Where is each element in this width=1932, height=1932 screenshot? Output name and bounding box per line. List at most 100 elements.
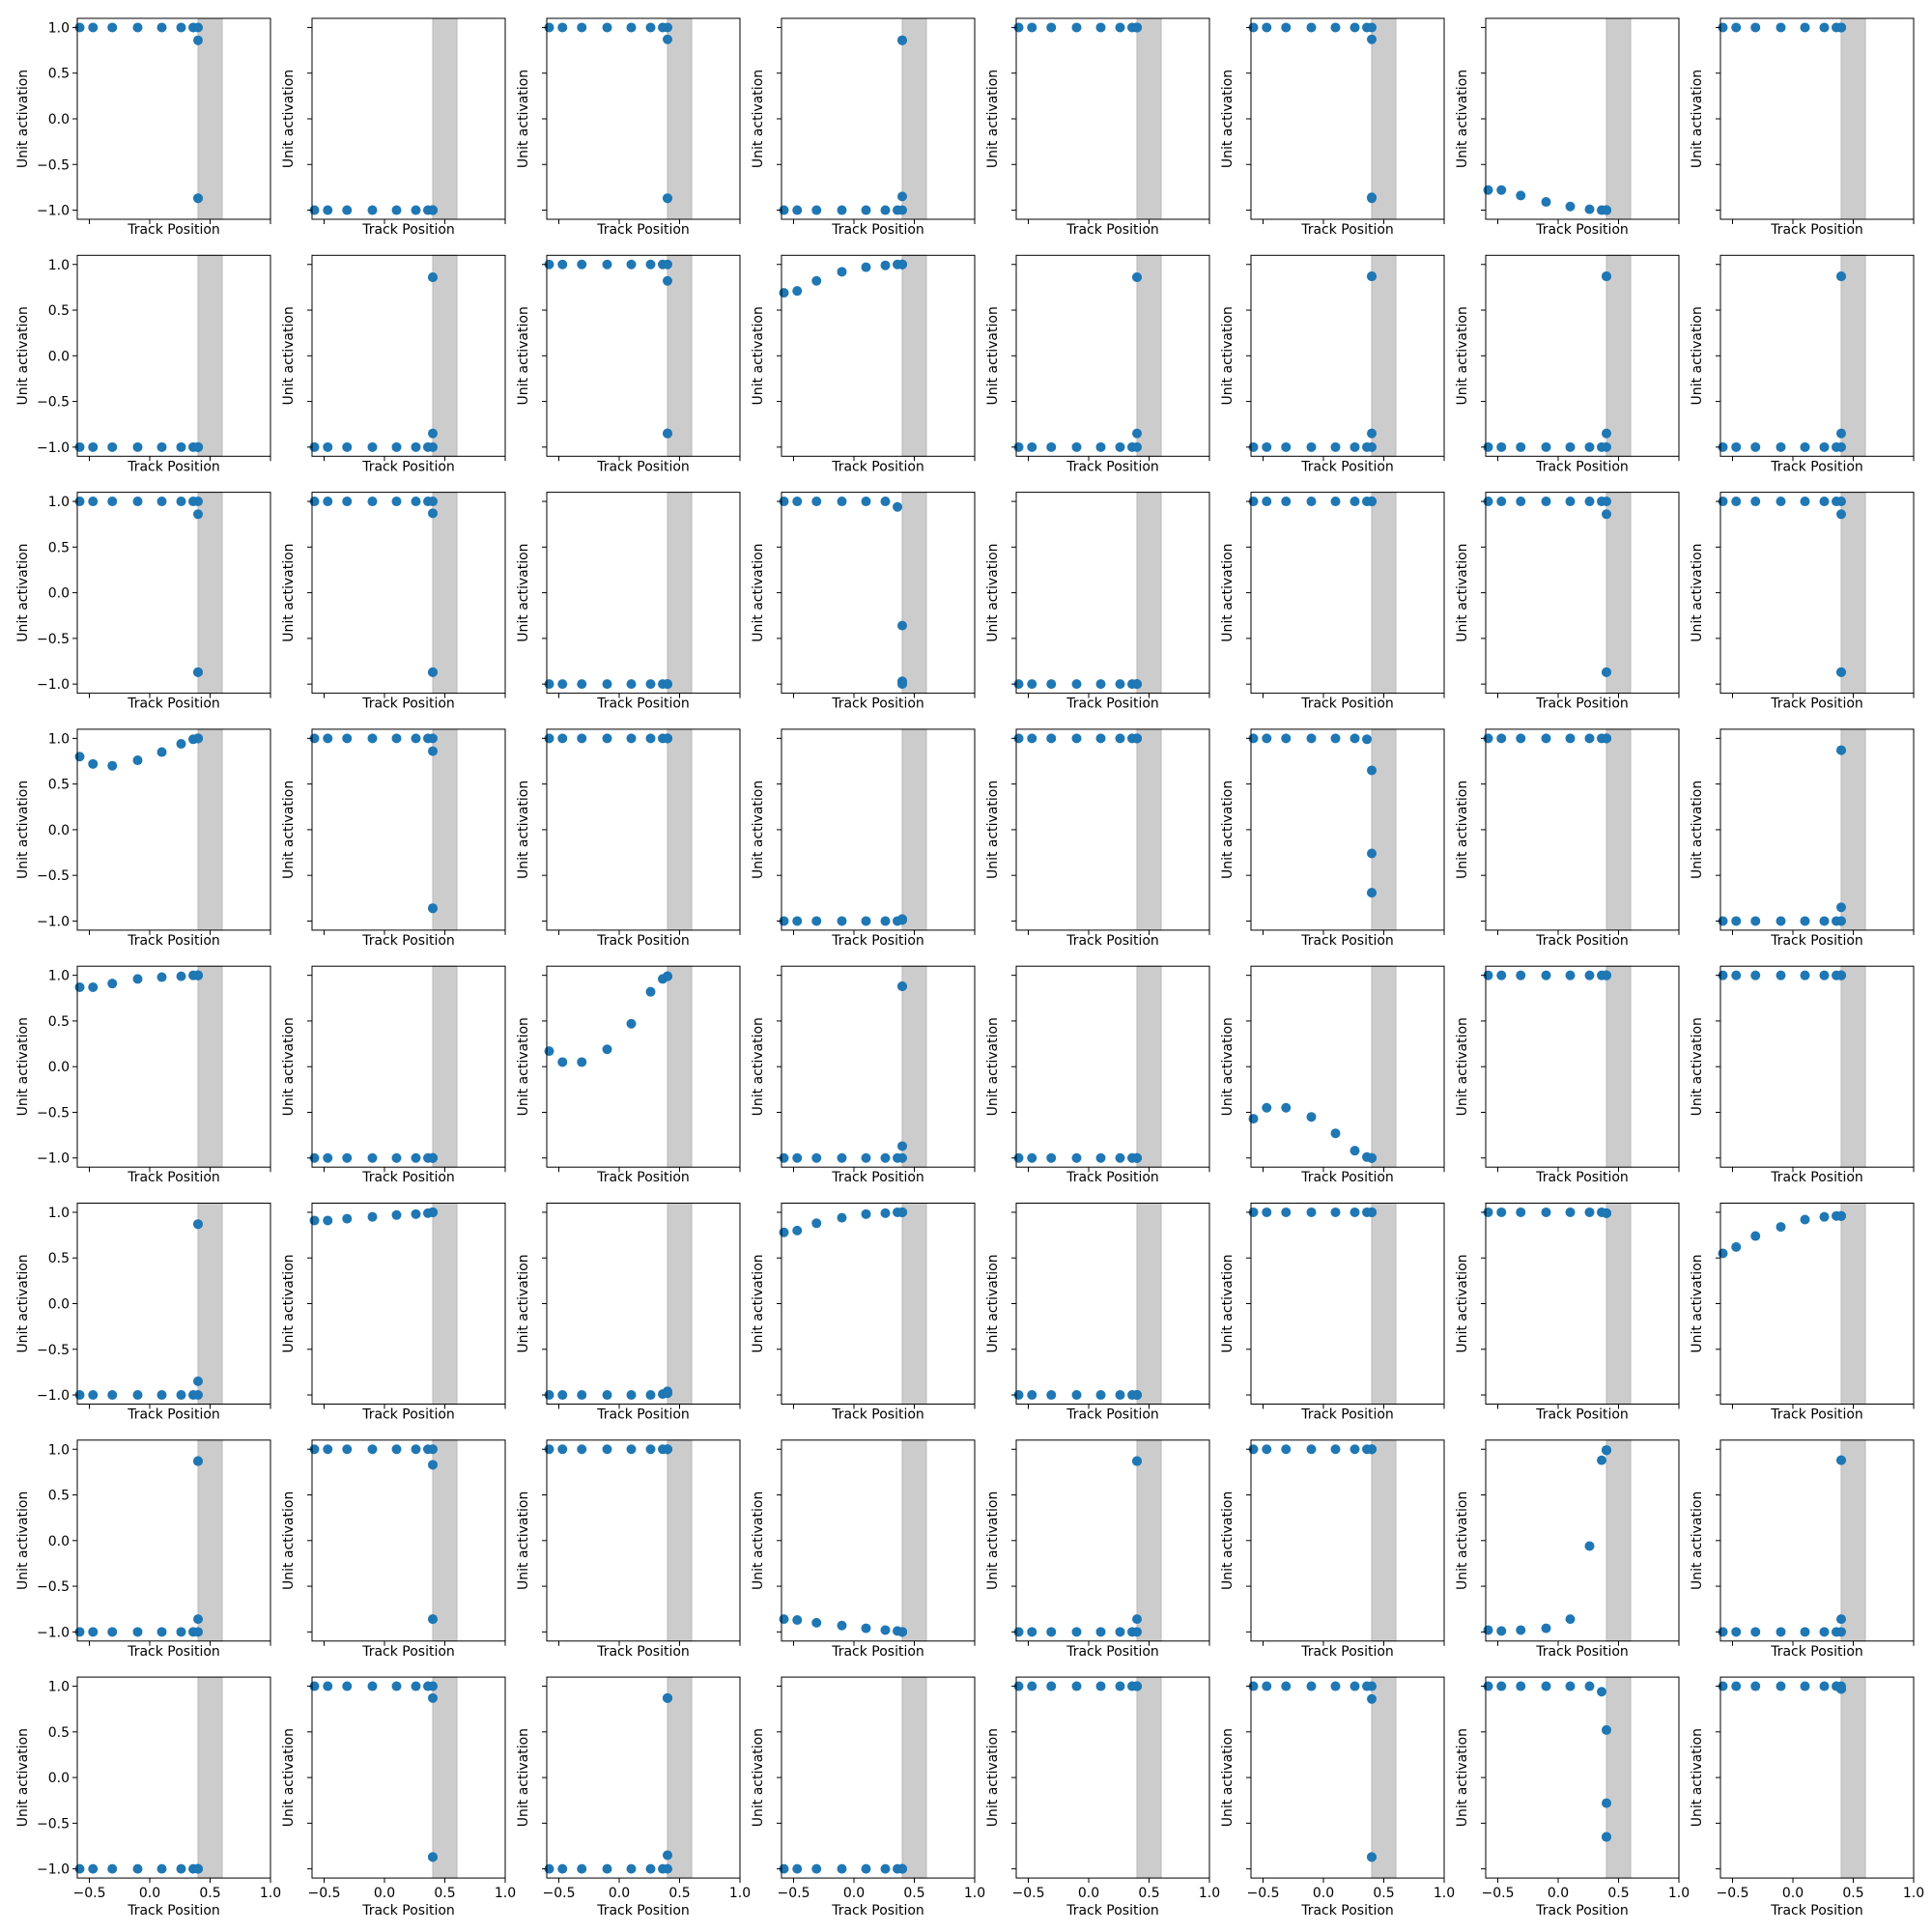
data-point [342, 1681, 353, 1691]
data-point [1836, 271, 1846, 282]
shaded-region [667, 17, 693, 220]
data-point [557, 733, 568, 744]
data-point [107, 1627, 118, 1637]
x-axis-label: Track Position [1300, 1903, 1394, 1918]
data-point [1731, 970, 1742, 980]
shaded-region [1136, 965, 1162, 1168]
panel-3-6: Track Position Unit activation [1220, 492, 1445, 712]
axes-frame [1719, 965, 1915, 1168]
axes-frame [1015, 1439, 1210, 1642]
data-point [897, 1863, 907, 1874]
panel-8-2: −0.5 0.0 0.5 1.0 Track Position Unit activati… [281, 1676, 516, 1918]
shaded-region [197, 17, 223, 220]
x-axis-label: Track Position [1300, 1170, 1394, 1185]
y-axis-label: Unit activation [985, 1017, 1001, 1116]
data-point [626, 1444, 637, 1455]
data-point [1836, 1455, 1846, 1465]
x-tick-label: 0.0 [139, 1886, 160, 1901]
axes-frame [76, 492, 271, 695]
panel-5-7: Track Position Unit activation [1455, 965, 1680, 1185]
data-point [602, 733, 612, 744]
data-point [1367, 497, 1377, 507]
y-axis-label: Unit activation [281, 543, 297, 641]
shaded-region [1840, 492, 1866, 695]
data-point [342, 733, 353, 744]
data-point [897, 981, 907, 991]
data-point [1836, 667, 1846, 677]
data-point [1115, 1152, 1125, 1163]
y-axis-label: Unit activation [1455, 1254, 1470, 1352]
x-tick-label: −0.5 [1717, 1886, 1749, 1901]
data-point [391, 1444, 402, 1455]
panel-7-7: Track Position Unit activation [1455, 1439, 1680, 1660]
x-axis-label: Track Position [831, 1903, 924, 1918]
data-point [861, 1152, 871, 1163]
data-point [1046, 1152, 1057, 1163]
x-tick-label: −0.5 [778, 1886, 810, 1901]
y-axis-label: Unit activation [1455, 1728, 1470, 1827]
panel-2-5: Track Position Unit activation [985, 254, 1210, 474]
x-tick-label: −0.5 [308, 1886, 341, 1901]
panel-6-1: −1.0 −0.5 0.0 0.5 1.0 Track Position Unit acti… [15, 1203, 271, 1423]
data-point [342, 1213, 353, 1224]
data-point [1306, 1444, 1317, 1455]
panel-1-4: Track Position Unit activation [751, 17, 976, 238]
x-axis-label: Track Position [1065, 1170, 1159, 1185]
y-tick-label: 0.5 [48, 303, 70, 319]
axes-frame [1485, 1203, 1680, 1405]
data-point [897, 1141, 907, 1151]
data-point [1281, 441, 1292, 452]
data-point [1367, 1152, 1377, 1163]
axes-frame [781, 492, 976, 695]
data-point [602, 22, 612, 33]
data-point [88, 758, 99, 769]
data-point [323, 1152, 333, 1163]
shaded-region [1840, 965, 1866, 1168]
panel-2-2: Track Position Unit activation [281, 254, 506, 474]
data-point [861, 1208, 871, 1219]
data-point [1027, 441, 1037, 452]
data-point [1731, 497, 1742, 507]
panel-6-6: Track Position Unit activation [1220, 1203, 1445, 1423]
panel-6-2: Track Position Unit activation [281, 1203, 506, 1423]
data-point [1350, 441, 1360, 452]
data-point [367, 1152, 378, 1163]
data-point [1330, 497, 1341, 507]
data-point [1281, 22, 1292, 33]
data-point [1836, 1627, 1846, 1637]
data-point [1584, 497, 1595, 507]
data-point [1046, 1681, 1057, 1691]
panel-5-4: Track Position Unit activation [751, 965, 976, 1185]
data-point [645, 1390, 656, 1401]
y-tick-label: 0.0 [48, 586, 70, 602]
data-point [1132, 271, 1142, 282]
data-point [602, 1444, 612, 1455]
data-point [1750, 1681, 1761, 1691]
panel-3-4: Track Position Unit activation [751, 492, 976, 712]
shaded-region [1136, 17, 1162, 220]
data-point [1602, 970, 1611, 980]
x-axis-label: Track Position [1770, 1903, 1863, 1918]
panel-2-8: Track Position Unit activation [1690, 254, 1915, 474]
data-point [1281, 1681, 1292, 1691]
data-point [1496, 441, 1507, 452]
data-point [1541, 1207, 1551, 1217]
x-axis-label: Track Position [1065, 459, 1159, 474]
data-point [1095, 1390, 1106, 1401]
shaded-region [1605, 492, 1632, 695]
data-point [1350, 497, 1360, 507]
data-point [193, 970, 203, 980]
axes-frame [1250, 965, 1445, 1168]
data-point [88, 22, 99, 33]
y-axis-label: Unit activation [751, 1254, 766, 1352]
data-point [1836, 1210, 1846, 1221]
axes-frame [1250, 1439, 1445, 1642]
panel-8-3: −0.5 0.0 0.5 1.0 Track Position Unit activati… [516, 1676, 751, 1918]
x-axis-label: Track Position [127, 1903, 220, 1918]
data-point [663, 1863, 672, 1874]
data-point [411, 441, 421, 452]
data-point [880, 1208, 891, 1218]
data-point [577, 679, 587, 690]
data-point [557, 1057, 568, 1067]
